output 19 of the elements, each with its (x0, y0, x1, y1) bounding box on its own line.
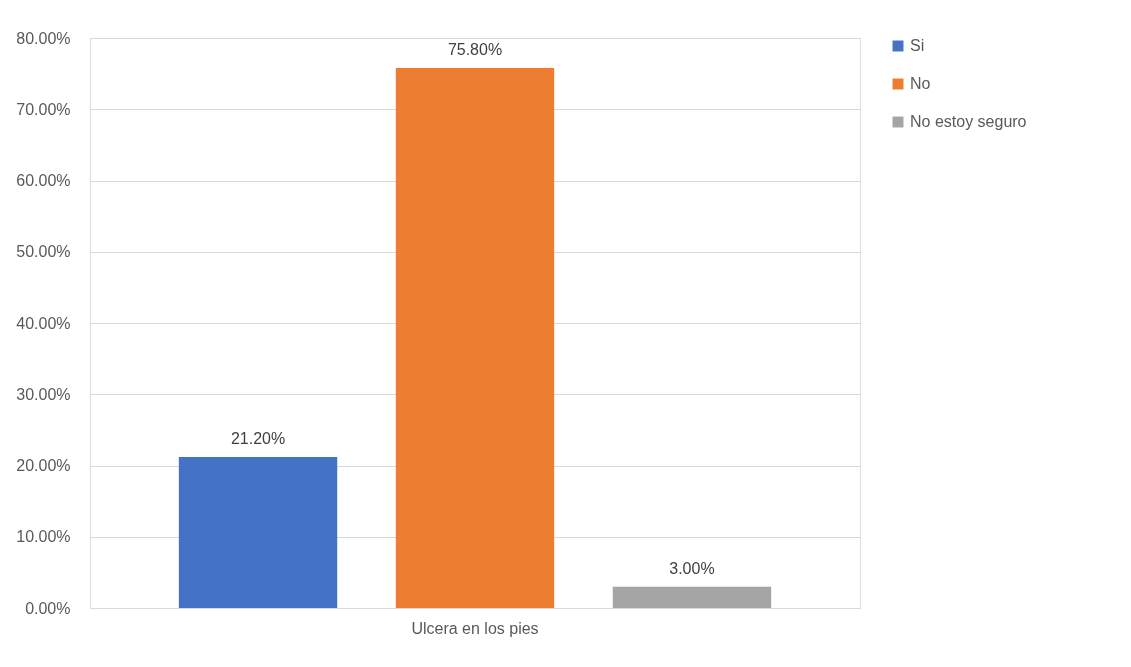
data-label: 75.80% (447, 40, 503, 58)
y-tick-label: 60.00% (16, 172, 71, 189)
y-tick-label: 70.00% (16, 100, 71, 118)
x-tick-label: Ulcera en los pies (411, 619, 539, 637)
y-tick-label: 50.00% (16, 243, 71, 261)
bar (612, 586, 772, 608)
legend-label: No (910, 75, 931, 92)
y-tick-label: 30.00% (16, 385, 71, 403)
bar (178, 456, 338, 608)
y-tick-label: 80.00% (16, 29, 71, 47)
legend-label: Si (910, 37, 925, 54)
y-tick-label: 40.00% (16, 314, 71, 332)
data-label: 3.00% (669, 559, 715, 577)
legend-label: No estoy seguro (910, 113, 1027, 130)
data-label: 21.20% (230, 429, 286, 447)
y-tick-label: 10.00% (16, 528, 71, 546)
bar (395, 67, 555, 608)
y-tick-label: 20.00% (16, 457, 71, 474)
y-tick-label: 0.00% (25, 599, 71, 617)
